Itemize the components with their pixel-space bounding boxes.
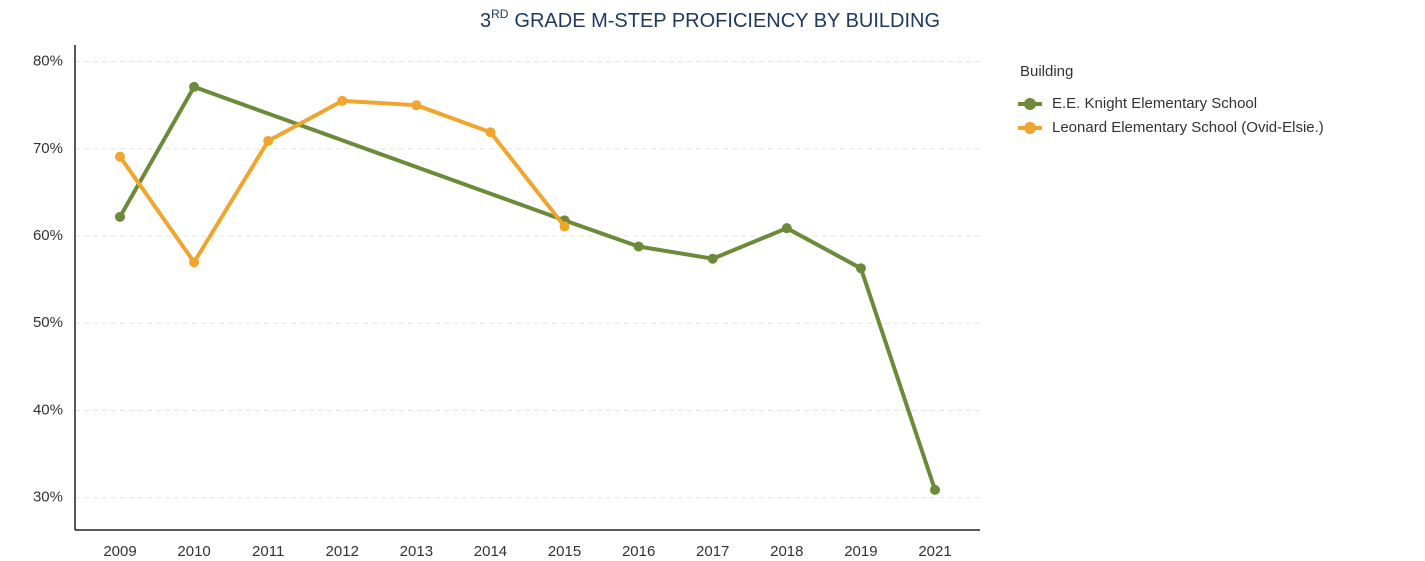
line-segment	[784, 226, 863, 271]
legend-swatch-dot	[1024, 122, 1036, 134]
line-segment	[118, 84, 197, 219]
point	[263, 135, 274, 146]
x-tick-label: 2012	[326, 543, 359, 560]
title-sup: RD	[491, 7, 509, 21]
point	[337, 95, 348, 106]
title-main: 3	[480, 10, 491, 32]
x-tick-label: 2021	[918, 543, 951, 560]
line-segment	[710, 226, 789, 261]
line-segment	[414, 103, 493, 135]
y-tick-label: 40%	[33, 401, 63, 418]
point	[189, 81, 200, 92]
x-tick-label: 2011	[252, 543, 284, 560]
x-tick-label: 2013	[400, 543, 433, 560]
y-tick-label: 60%	[33, 227, 63, 244]
point	[115, 151, 125, 162]
x-tick-label: 2014	[474, 543, 507, 560]
point	[633, 241, 644, 252]
x-tick-label: 2015	[548, 543, 581, 560]
x-tick-label: 2018	[770, 543, 803, 560]
y-tick-label: 30%	[33, 489, 63, 506]
legend-swatch-dot	[1024, 98, 1036, 110]
legend-label: Leonard Elementary School (Ovid-Elsie.)	[1052, 119, 1324, 136]
point	[411, 100, 422, 111]
line-segment	[636, 244, 715, 261]
line-segment	[192, 138, 271, 265]
chart-title: 3RD GRADE M-STEP PROFICIENCY BY BUILDING	[480, 7, 940, 32]
x-tick-label: 2009	[103, 543, 136, 560]
line-segment	[562, 218, 641, 249]
point	[930, 484, 940, 495]
legend-title: Building	[1020, 63, 1073, 80]
y-tick-label: 50%	[33, 314, 63, 331]
line-segment	[118, 154, 197, 265]
x-tick-label: 2019	[844, 543, 877, 560]
point	[855, 263, 866, 274]
x-tick-label: 2010	[177, 543, 210, 560]
x-tick-label: 2016	[622, 543, 655, 560]
point	[485, 127, 496, 138]
line-segment	[266, 98, 345, 143]
point	[781, 223, 792, 234]
line-segment	[192, 84, 567, 223]
y-tick-label: 80%	[33, 53, 63, 70]
y-tick-label: 70%	[33, 140, 63, 157]
point	[115, 211, 125, 222]
title-rest: GRADE M-STEP PROFICIENCY BY BUILDING	[514, 10, 940, 32]
point	[707, 253, 718, 264]
x-tick-label: 2017	[696, 543, 729, 560]
point	[189, 257, 200, 268]
point	[559, 221, 570, 232]
line-segment	[488, 130, 567, 229]
legend-label: E.E. Knight Elementary School	[1052, 95, 1257, 112]
line-segment	[858, 266, 937, 492]
line-segment	[340, 98, 419, 108]
